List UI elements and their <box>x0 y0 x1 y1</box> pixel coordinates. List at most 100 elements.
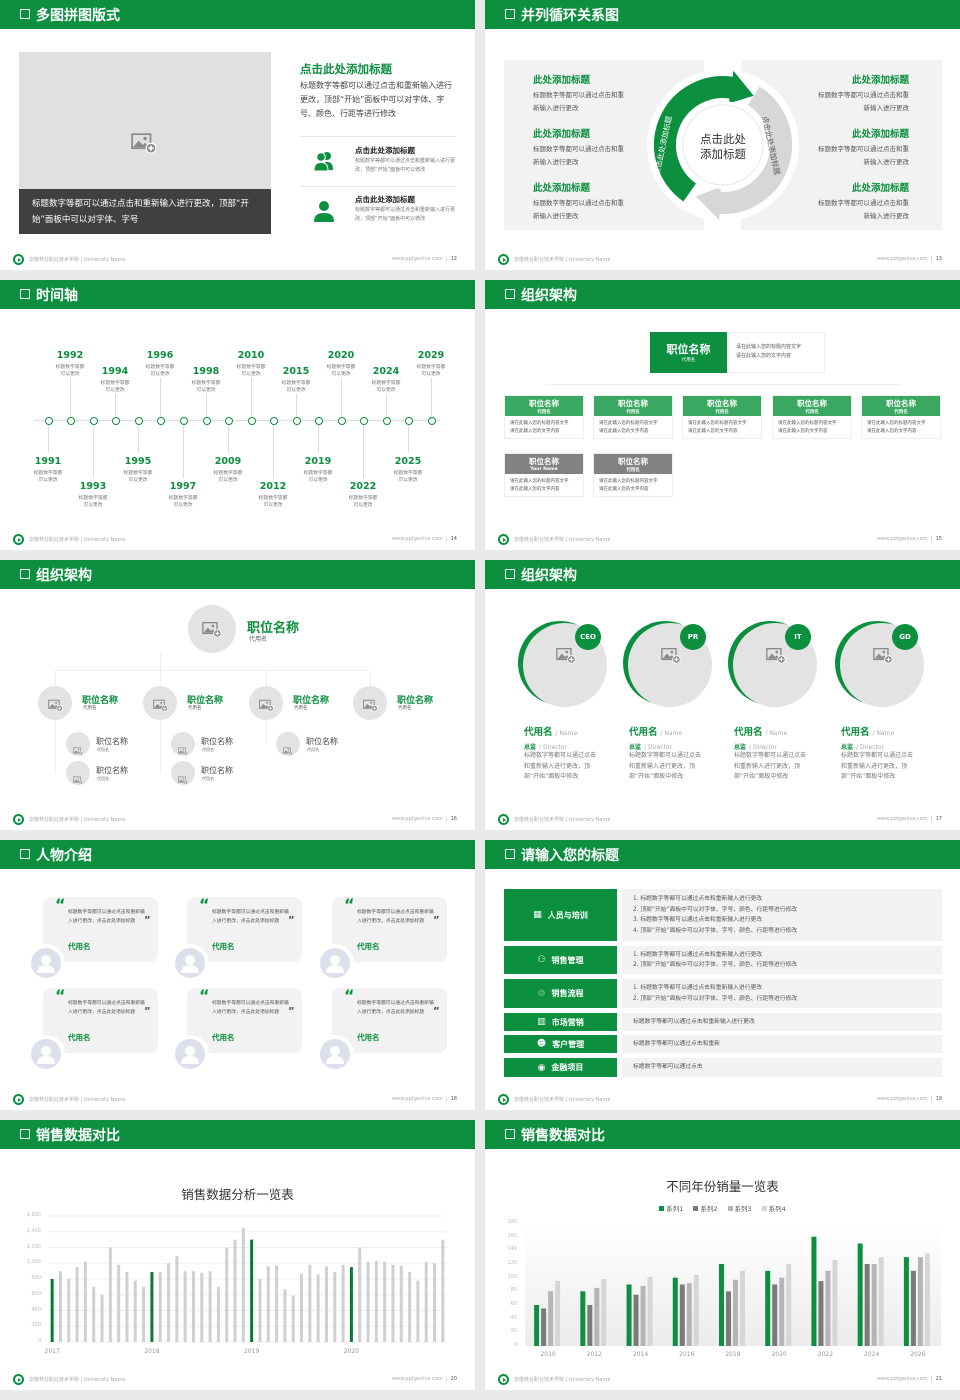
slide-8[interactable]: 请输入您的标题 安徽林业职业技术学院 | University Name www.p… <box>485 840 960 1110</box>
item-title: 此处添加标题 <box>851 183 909 194</box>
slide-header: 销售数据对比 <box>0 1120 475 1149</box>
top-position-box[interactable]: 职位名称 代用名 <box>650 332 727 373</box>
timeline-node[interactable] <box>269 417 278 425</box>
quote-text: 标题数字等都可以通过点击和重新输入进行更改，点击此处添加标题 <box>212 1001 289 1015</box>
timeline-node[interactable] <box>337 417 346 425</box>
avatar-circle[interactable] <box>249 686 283 720</box>
school-logo-icon <box>498 534 509 545</box>
quote-card[interactable]: “标题数字等都可以通过点击和重新输入进行更改，点击此处添加标题” 代用名 <box>332 895 447 962</box>
category-button[interactable]: ♲ 销售流程 <box>504 979 617 1008</box>
avatar-circle[interactable] <box>276 732 300 756</box>
timeline-node[interactable] <box>89 417 98 425</box>
timeline-connector <box>138 425 139 453</box>
timeline-node[interactable] <box>292 417 301 425</box>
slide-5[interactable]: 组织架构 安徽林业职业技术学院 | University Name www.pptg… <box>0 560 475 830</box>
avatar-circle[interactable] <box>171 732 195 756</box>
legend-item: 系列2 <box>693 1205 718 1213</box>
caption-text: 标题数字等都可以通过点击和重新输入进行更改，顶部“开始”面板中可以对字体、字号 <box>32 199 249 225</box>
timeline-connector <box>160 378 161 417</box>
quote-card[interactable]: “标题数字等都可以通过点击和重新输入进行更改，点击此处添加标题” 代用名 <box>43 986 158 1053</box>
avatar-circle[interactable] <box>171 761 195 785</box>
close-quote-icon: ” <box>144 915 151 926</box>
avatar-circle[interactable] <box>188 605 236 653</box>
timeline-node[interactable] <box>134 417 143 425</box>
slide-4[interactable]: 组织架构 安徽林业职业技术学院 | University Name www.pptg… <box>485 280 960 550</box>
avatar-circle[interactable] <box>66 732 90 756</box>
position-title: 职位名称 <box>618 399 648 408</box>
timeline-desc: 可以更改 <box>353 503 373 508</box>
footer-school: 安徽林业职业技术学院 | University Name <box>29 537 126 543</box>
timeline-node[interactable] <box>247 417 256 425</box>
bar-系列3 <box>548 1291 554 1346</box>
timeline-node[interactable] <box>111 417 120 425</box>
bar-系列3 <box>871 1264 877 1346</box>
category-button[interactable]: ◉ 金融项目 <box>504 1058 617 1077</box>
slide-1[interactable]: 多图拼图版式 安徽林业职业技术学院 | University Name www.pp… <box>0 0 475 270</box>
timeline-node[interactable] <box>224 417 233 425</box>
timeline-year: 1996 <box>146 350 174 361</box>
person-role-en: / Director <box>749 744 778 751</box>
footer-sep: | <box>927 1376 936 1382</box>
close-quote-icon: ” <box>288 915 295 926</box>
slide-3[interactable]: 时间轴 安徽林业职业技术学院 | University Name www.pptge… <box>0 280 475 550</box>
avatar-circle[interactable] <box>38 686 72 720</box>
person-role-line: 总监 / Director <box>629 734 672 753</box>
timeline-node[interactable] <box>359 417 368 425</box>
avatar-circle[interactable] <box>66 761 90 785</box>
quote-card[interactable]: “标题数字等都可以通过点击和重新输入进行更改，点击此处添加标题” 代用名 <box>43 895 158 962</box>
image-placeholder-icon <box>47 697 63 712</box>
timeline-node[interactable] <box>382 417 391 425</box>
detail-line: 2. 顶部“开始”面板中可以对字体、字号、颜色、行距等进行修改 <box>633 962 798 968</box>
timeline-node[interactable] <box>44 417 53 425</box>
slide-2[interactable]: 并列循环关系图 安徽林业职业技术学院 | University Name www.p… <box>485 0 960 270</box>
connector <box>266 720 267 744</box>
timeline-node[interactable] <box>156 417 165 425</box>
timeline-node[interactable] <box>314 417 323 425</box>
y-tick-label: 0 <box>513 1342 517 1348</box>
desc-line: 请在此输入您的标题内容文字 <box>867 421 926 426</box>
quote-card[interactable]: “标题数字等都可以通过点击和重新输入进行更改，点击此处添加标题” 代用名 <box>187 895 302 962</box>
position-box[interactable]: 职位名称 Your Name 请在此输入您的标题内容文字 请在此输入您的文字内容 <box>504 453 584 497</box>
footer-sep: | <box>442 256 451 262</box>
timeline-year: 2024 <box>372 366 400 377</box>
slide-9[interactable]: 销售数据对比 安徽林业职业技术学院 | University Name www.pp… <box>0 1120 475 1390</box>
position-title: 职位名称 <box>293 696 330 706</box>
x-tick-label: 2010 <box>540 1351 556 1358</box>
footer-site: www.pptgenius.com <box>392 816 443 822</box>
y-tick-label: 100 <box>507 1273 517 1280</box>
avatar-circle[interactable] <box>353 686 387 720</box>
category-button[interactable]: ⚇ 销售管理 <box>504 946 617 974</box>
timeline-node[interactable] <box>202 417 211 425</box>
position-box[interactable]: 职位名称 代用名 请在此输入您的标题内容文字 请在此输入您的文字内容 <box>772 395 852 439</box>
position-box[interactable]: 职位名称 代用名 请在此输入您的标题内容文字 请在此输入您的文字内容 <box>504 395 584 439</box>
quote-text: 标题数字等都可以通过点击和重新输入进行更改，点击此处添加标题 <box>68 1001 145 1015</box>
timeline-node[interactable] <box>404 417 413 425</box>
position-box[interactable]: 职位名称 代用名 请在此输入您的标题内容文字 请在此输入您的文字内容 <box>593 395 673 439</box>
category-button[interactable]: ☻ 客户管理 <box>504 1035 617 1053</box>
bar <box>291 1295 295 1342</box>
category-button[interactable]: ▥ 市场营销 <box>504 1013 617 1031</box>
category-button[interactable]: ▦ 人员与培训 <box>504 889 617 941</box>
slide-10[interactable]: 销售数据对比 安徽林业职业技术学院 | University Name www.pp… <box>485 1120 960 1390</box>
desc-line: 请在此输入您的标题内容文字 <box>510 421 569 426</box>
role-badge: CEO <box>575 624 601 650</box>
avatar-circle[interactable] <box>143 686 177 720</box>
footer-right: www.pptgenius.com | 12 <box>392 256 457 262</box>
quote-card[interactable]: “标题数字等都可以通过点击和重新输入进行更改，点击此处添加标题” 代用名 <box>187 986 302 1053</box>
bar-系列2 <box>818 1281 824 1346</box>
bar-系列4 <box>601 1279 607 1346</box>
position-box[interactable]: 职位名称 代用名 请在此输入您的标题内容文字 请在此输入您的文字内容 <box>682 395 762 439</box>
slide-7[interactable]: 人物介绍 安徽林业职业技术学院 | University Name www.pptg… <box>0 840 475 1110</box>
slide-6[interactable]: 组织架构 安徽林业职业技术学院 | University Name www.pptg… <box>485 560 960 830</box>
close-quote-icon: ” <box>288 1006 295 1017</box>
person-role: 总监 <box>524 744 537 751</box>
timeline-node[interactable] <box>179 417 188 425</box>
timeline-node[interactable] <box>66 417 75 425</box>
person-name: 代用名 <box>841 727 870 738</box>
users-icon <box>312 151 336 175</box>
process-icon: ♲ <box>537 988 546 999</box>
quote-card[interactable]: “标题数字等都可以通过点击和重新输入进行更改，点击此处添加标题” 代用名 <box>332 986 447 1053</box>
position-box[interactable]: 职位名称 代用名 请在此输入您的标题内容文字 请在此输入您的文字内容 <box>861 395 941 439</box>
timeline-node[interactable] <box>427 417 436 425</box>
position-box[interactable]: 职位名称 代用名 请在此输入您的标题内容文字 请在此输入您的文字内容 <box>593 453 673 497</box>
